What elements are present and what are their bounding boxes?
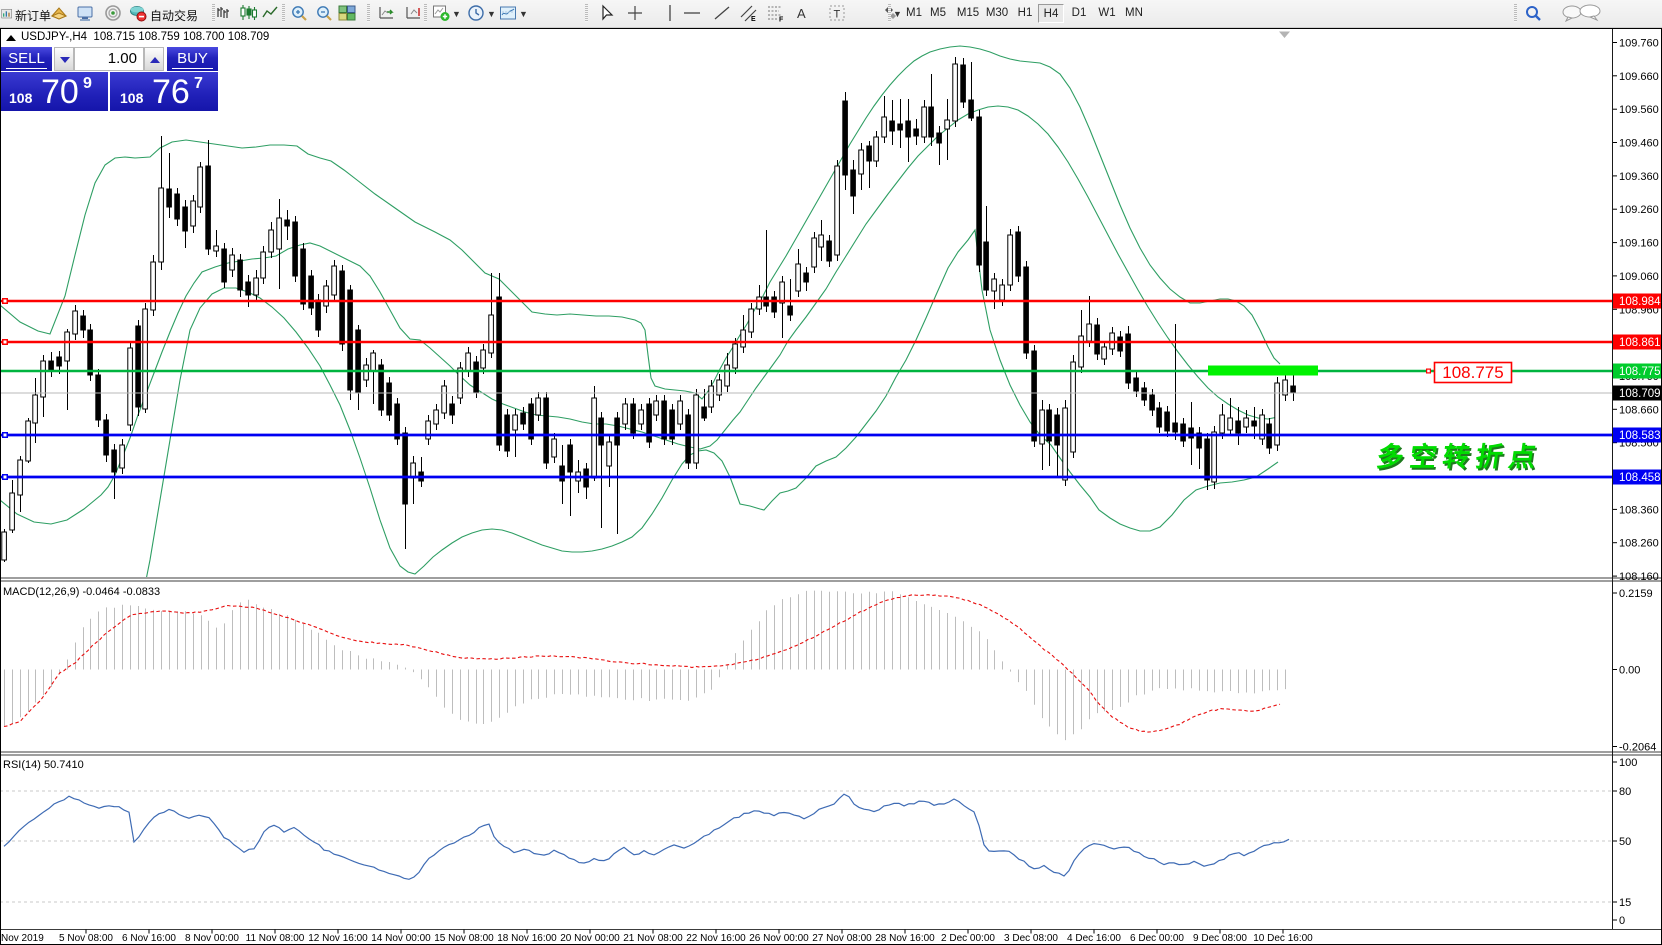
svg-text:15 Nov 08:00: 15 Nov 08:00 (434, 933, 494, 944)
svg-text:109.160: 109.160 (1619, 238, 1659, 250)
svg-text:109.560: 109.560 (1619, 104, 1659, 116)
svg-text:E: E (751, 16, 756, 22)
svg-text:108.984: 108.984 (1619, 296, 1661, 308)
svg-text:50: 50 (1619, 836, 1631, 848)
svg-text:10 Dec 16:00: 10 Dec 16:00 (1253, 933, 1313, 944)
svg-text:108.775: 108.775 (1619, 366, 1661, 378)
svg-text:109.060: 109.060 (1619, 271, 1659, 283)
svg-text:8 Nov 00:00: 8 Nov 00:00 (185, 933, 239, 944)
svg-text:0.00: 0.00 (1619, 665, 1640, 677)
svg-text:Nov 2019: Nov 2019 (1, 933, 44, 944)
svg-text:109.660: 109.660 (1619, 71, 1659, 83)
svg-text:F: F (779, 17, 784, 23)
svg-text:108.360: 108.360 (1619, 504, 1659, 516)
svg-text:3 Dec 08:00: 3 Dec 08:00 (1004, 933, 1058, 944)
svg-text:2 Dec 00:00: 2 Dec 00:00 (941, 933, 995, 944)
svg-text:18 Nov 16:00: 18 Nov 16:00 (497, 933, 557, 944)
svg-text:80: 80 (1619, 786, 1631, 798)
svg-text:多空转折点: 多空转折点 (1375, 441, 1544, 472)
svg-text:108.709: 108.709 (1619, 388, 1661, 400)
svg-text:28 Nov 16:00: 28 Nov 16:00 (875, 933, 935, 944)
svg-text:20 Nov 00:00: 20 Nov 00:00 (560, 933, 620, 944)
svg-text:6 Dec 00:00: 6 Dec 00:00 (1130, 933, 1184, 944)
svg-text:109.260: 109.260 (1619, 204, 1659, 216)
svg-text:108.160: 108.160 (1619, 571, 1659, 583)
svg-text:9 Dec 08:00: 9 Dec 08:00 (1193, 933, 1247, 944)
svg-text:27 Nov 08:00: 27 Nov 08:00 (812, 933, 872, 944)
svg-text:-0.2064: -0.2064 (1619, 742, 1656, 754)
svg-text:6 Nov 16:00: 6 Nov 16:00 (122, 933, 176, 944)
svg-text:22 Nov 16:00: 22 Nov 16:00 (686, 933, 746, 944)
svg-text:21 Nov 08:00: 21 Nov 08:00 (623, 933, 683, 944)
svg-text:109.760: 109.760 (1619, 38, 1659, 50)
svg-text:0.2159: 0.2159 (1619, 588, 1653, 600)
svg-text:T: T (834, 9, 841, 21)
svg-text:108.260: 108.260 (1619, 538, 1659, 550)
svg-text:26 Nov 00:00: 26 Nov 00:00 (749, 933, 809, 944)
svg-text:108.861: 108.861 (1619, 337, 1661, 349)
svg-text:4 Dec 16:00: 4 Dec 16:00 (1067, 933, 1121, 944)
svg-text:109.360: 109.360 (1619, 171, 1659, 183)
svg-text:108.583: 108.583 (1619, 430, 1661, 442)
svg-text:108.458: 108.458 (1619, 472, 1661, 484)
svg-text:14 Nov 00:00: 14 Nov 00:00 (371, 933, 431, 944)
svg-text:108.660: 108.660 (1619, 404, 1659, 416)
svg-text:5 Nov 08:00: 5 Nov 08:00 (59, 933, 113, 944)
svg-text:MACD(12,26,9) -0.0464 -0.0833: MACD(12,26,9) -0.0464 -0.0833 (3, 586, 160, 598)
svg-text:108.775: 108.775 (1442, 363, 1503, 382)
svg-text:0: 0 (1619, 915, 1625, 927)
svg-text:11 Nov 08:00: 11 Nov 08:00 (246, 933, 305, 944)
svg-text:多空转折点: 多空转折点 (1376, 443, 1545, 474)
svg-text:15: 15 (1619, 897, 1631, 909)
svg-text:RSI(14) 50.7410: RSI(14) 50.7410 (3, 759, 84, 771)
svg-text:100: 100 (1619, 757, 1637, 769)
svg-text:109.460: 109.460 (1619, 138, 1659, 150)
svg-text:12 Nov 16:00: 12 Nov 16:00 (308, 933, 368, 944)
